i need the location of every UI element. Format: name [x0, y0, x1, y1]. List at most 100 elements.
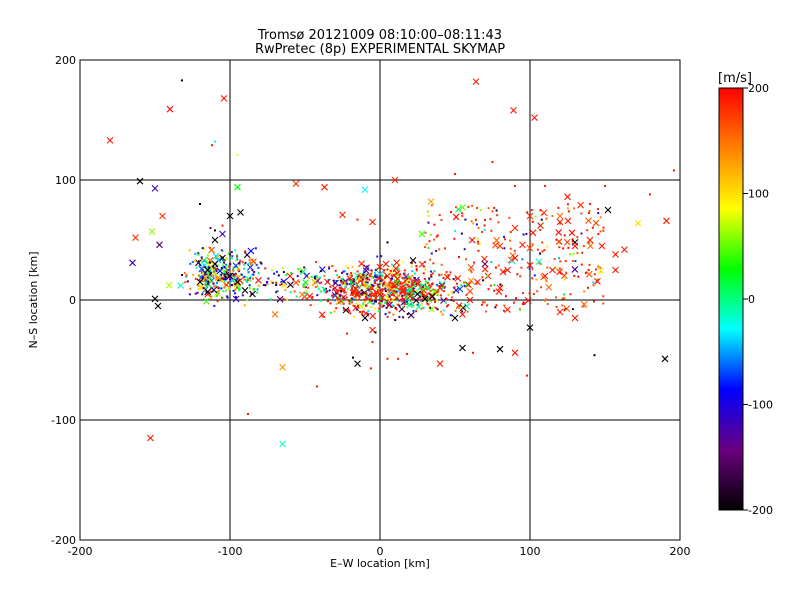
- data-point: [491, 161, 494, 163]
- cloud-point: [491, 210, 494, 213]
- cloud-point: [378, 310, 381, 313]
- cloud-point: [209, 269, 212, 272]
- cloud-point: [188, 249, 191, 252]
- cloud-point: [185, 275, 188, 278]
- cloud-point: [344, 291, 347, 294]
- cloud-point: [365, 278, 368, 281]
- cloud-point: [366, 295, 369, 298]
- data-point: [673, 169, 675, 172]
- cloud-point: [509, 230, 512, 233]
- cloud-point: [208, 261, 211, 264]
- cloud-point: [571, 308, 574, 311]
- cloud-point: [220, 287, 223, 290]
- cloud-point: [587, 242, 594, 250]
- data-point: [418, 230, 426, 238]
- cloud-point: [546, 266, 549, 269]
- cloud-point: [384, 290, 387, 293]
- cloud-point: [217, 255, 220, 258]
- cloud-point: [483, 301, 486, 304]
- cloud-point: [380, 255, 383, 258]
- cloud-point: [165, 281, 173, 289]
- cloud-point: [197, 253, 200, 256]
- data-point: [136, 177, 144, 185]
- data-point: [556, 212, 564, 220]
- cloud-point: [566, 203, 569, 206]
- chart-title: Tromsø 20121009 08:10:00–08:11:43: [257, 28, 503, 43]
- cloud-point: [424, 280, 427, 283]
- cloud-point: [275, 270, 278, 273]
- cloud-point: [380, 282, 383, 285]
- cloud-point: [302, 283, 305, 286]
- cloud-point: [427, 247, 430, 250]
- cloud-point: [234, 266, 237, 269]
- cloud-point: [222, 290, 225, 293]
- cloud-point: [509, 247, 512, 250]
- data-point: [519, 241, 526, 249]
- cloud-point: [344, 265, 347, 268]
- x-axis-ticks: -200 -100 0 100 200: [68, 60, 691, 558]
- cloud-point: [316, 294, 319, 297]
- cloud-point: [515, 297, 518, 300]
- cloud-point: [367, 288, 370, 291]
- cloud-point: [210, 260, 213, 263]
- cloud-point: [584, 272, 587, 275]
- cloud-point: [384, 313, 387, 316]
- cloud-point: [467, 277, 475, 285]
- data-point: [399, 287, 406, 294]
- cloud-point: [367, 296, 370, 299]
- cloud-point: [393, 297, 396, 300]
- cloud-point: [341, 279, 344, 282]
- cloud-point: [274, 281, 277, 284]
- cloud-point: [382, 260, 390, 268]
- data-point: [249, 290, 256, 298]
- cloud-point: [458, 307, 461, 310]
- cloud-point: [341, 280, 344, 283]
- cloud-point: [408, 276, 411, 279]
- cloud-point: [456, 305, 459, 308]
- cloud-point: [508, 216, 511, 219]
- cloud-point: [403, 303, 406, 306]
- cloud-point: [216, 267, 224, 275]
- cloud-point: [253, 271, 256, 274]
- cloud-point: [367, 310, 370, 313]
- cloud-point: [329, 302, 332, 305]
- data-point: [271, 311, 279, 318]
- cloud-point: [407, 299, 410, 302]
- cloud-point: [204, 273, 207, 276]
- cloud-point: [487, 207, 490, 210]
- cloud-point: [592, 219, 600, 227]
- cloud-point: [427, 281, 430, 284]
- data-point: [589, 203, 591, 205]
- cloud-point: [346, 272, 349, 275]
- cloud-point: [596, 278, 599, 281]
- cloud-point: [343, 291, 346, 294]
- cloud-point: [244, 275, 252, 283]
- cloud-point: [351, 297, 354, 300]
- cloud-point: [533, 274, 536, 277]
- data-point: [612, 266, 619, 274]
- cloud-point: [256, 291, 259, 294]
- cloud-point: [388, 295, 391, 298]
- cloud-point: [555, 267, 558, 270]
- cloud-point: [348, 274, 351, 277]
- cloud-point: [561, 304, 564, 307]
- cloud-point: [429, 306, 432, 309]
- cloud-point: [327, 278, 330, 281]
- cloud-point: [431, 288, 438, 296]
- cloud-point: [406, 313, 409, 316]
- cloud-point: [249, 261, 252, 264]
- cloud-point: [243, 304, 246, 307]
- cloud-point: [232, 269, 235, 272]
- data-point: [209, 227, 212, 229]
- cloud-point: [352, 278, 355, 281]
- cloud-point: [571, 238, 574, 241]
- cloud-point: [463, 281, 466, 284]
- cloud-point: [303, 285, 306, 288]
- cloud-point: [383, 294, 386, 297]
- cloud-point: [239, 259, 242, 262]
- cloud-point: [229, 270, 232, 273]
- data-point: [504, 266, 511, 274]
- cloud-point: [297, 268, 300, 271]
- data-point: [226, 212, 234, 220]
- cloud-point: [336, 276, 339, 279]
